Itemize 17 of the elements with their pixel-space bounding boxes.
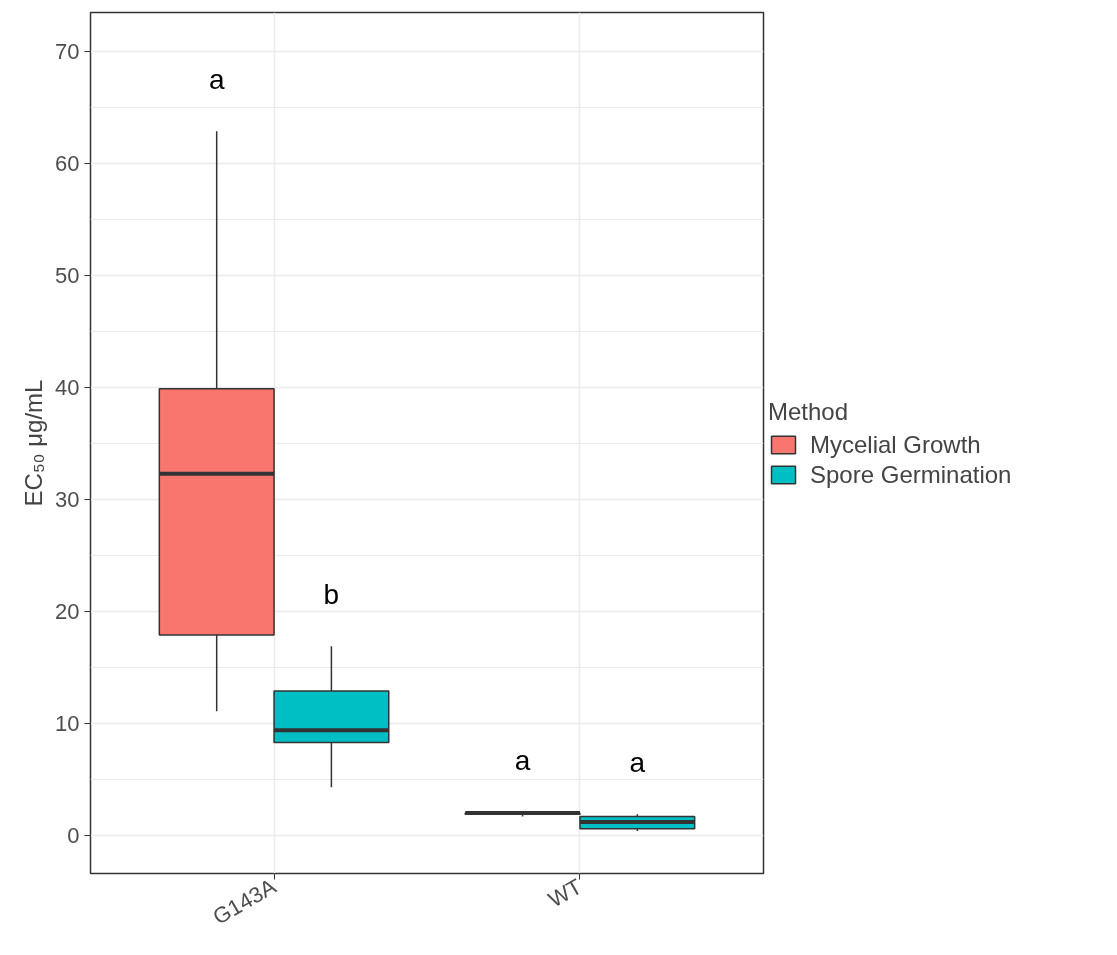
y-tick-label: 50 (55, 263, 80, 289)
y-tick-label: 60 (55, 151, 80, 177)
legend-label: Mycelial Growth (810, 430, 981, 458)
text: a (208, 64, 225, 96)
y-tick-label: 40 (55, 375, 80, 401)
legend-label: Spore Germination (810, 460, 1012, 488)
y-tick-label: 20 (55, 599, 80, 625)
text: a (629, 747, 646, 779)
y-tick-label: 30 (55, 487, 80, 513)
text: b (323, 579, 340, 611)
y-tick-label: 0 (67, 822, 80, 848)
y-tick-label: 10 (55, 710, 80, 736)
y-axis-title: EC₅₀ μg/mL (20, 379, 48, 507)
x-tick-label: WT (544, 873, 587, 913)
legend-title: Method (768, 397, 850, 425)
text: a (514, 744, 531, 776)
y-tick-label: 70 (55, 39, 80, 65)
